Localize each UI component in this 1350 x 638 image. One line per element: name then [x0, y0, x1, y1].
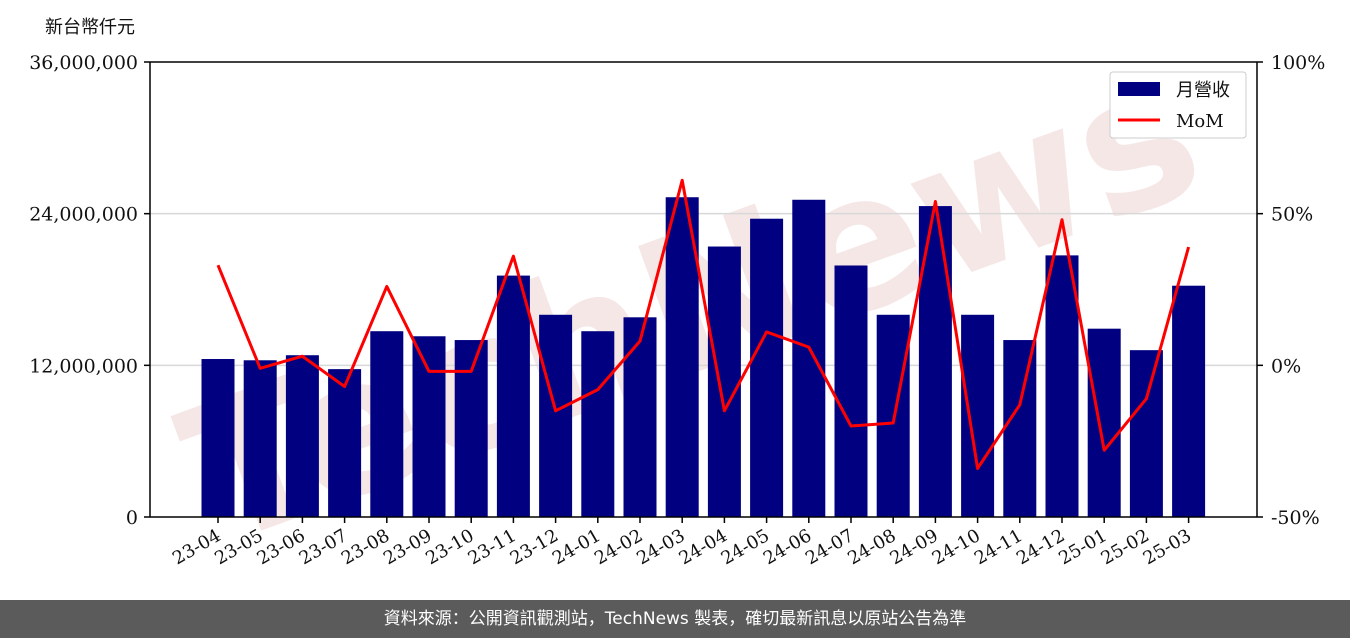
y-right-tick-label: 50%: [1271, 204, 1313, 226]
revenue-bar: [1172, 285, 1206, 517]
mom-line-group: [216, 178, 1191, 470]
revenue-bar: [412, 336, 446, 517]
revenue-bar: [623, 317, 657, 517]
revenue-bar: [665, 197, 699, 517]
y-right-tick-label: 100%: [1271, 52, 1325, 74]
y-axis-unit-label: 新台幣仟元: [45, 17, 135, 38]
revenue-bar: [1003, 340, 1037, 517]
legend-label-mom: MoM: [1176, 111, 1224, 132]
revenue-bar: [328, 369, 362, 517]
y-right-tick-label: 0%: [1271, 355, 1301, 377]
revenue-bar: [1129, 350, 1163, 517]
y-left-tick-label: 12,000,000: [29, 355, 138, 377]
revenue-bar: [496, 275, 530, 517]
revenue-bar: [918, 206, 952, 518]
x-tick-label: 25-03: [1140, 525, 1195, 569]
revenue-bar: [370, 331, 404, 517]
y-left-tick-label: 0: [126, 507, 138, 529]
revenue-bar: [581, 331, 615, 517]
footer-source-note: 資料來源：公開資訊觀測站，TechNews 製表，確切最新訊息以原站公告為準: [0, 600, 1350, 638]
legend: 月營收 MoM: [1109, 71, 1247, 139]
revenue-bar: [792, 199, 826, 517]
revenue-bar: [454, 340, 488, 517]
y-right-tick-label: -50%: [1271, 507, 1320, 529]
revenue-bar: [707, 246, 741, 517]
revenue-bar: [961, 314, 995, 517]
revenue-bar: [243, 360, 277, 517]
revenue-bar: [750, 218, 784, 517]
mom-line: [216, 178, 1191, 470]
y-left-tick-label: 36,000,000: [29, 52, 138, 74]
legend-swatch-revenue: [1118, 82, 1160, 96]
revenue-bar: [834, 265, 868, 517]
revenue-bar: [1087, 328, 1121, 517]
y-left-tick-label: 24,000,000: [29, 204, 138, 226]
revenue-bar: [539, 314, 573, 517]
revenue-bar: [201, 359, 235, 517]
chart: TechNews 新台幣仟元 012,000,00024,000,00036,0…: [29, 17, 1325, 589]
legend-label-revenue: 月營收: [1176, 80, 1230, 101]
bars: [201, 197, 1206, 518]
revenue-bar: [285, 355, 319, 517]
revenue-bar: [1045, 255, 1079, 517]
